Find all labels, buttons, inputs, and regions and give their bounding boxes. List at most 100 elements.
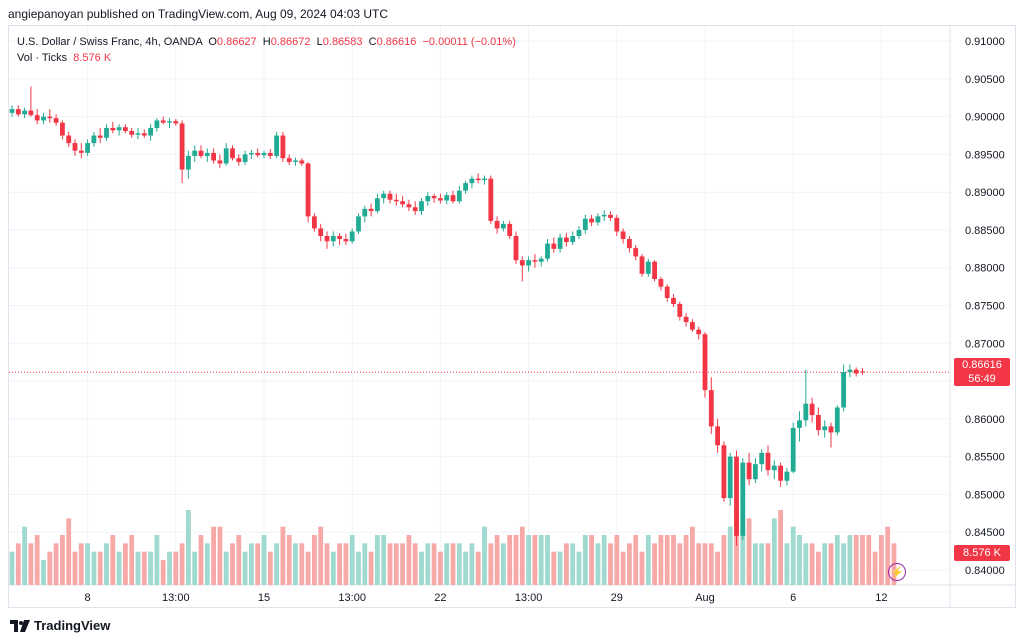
candle-body <box>192 150 198 156</box>
x-tick-label: Aug <box>695 592 715 604</box>
y-tick-label: 0.85500 <box>965 452 1005 464</box>
volume-bar <box>551 551 557 585</box>
volume-bar <box>866 535 872 585</box>
candle-body <box>349 231 355 242</box>
candle-body <box>595 216 601 223</box>
volume-bar <box>784 543 790 585</box>
volume-bar <box>66 518 72 585</box>
volume-bar <box>507 535 513 585</box>
candle-body <box>582 218 588 230</box>
candle-body <box>312 216 317 229</box>
volume-bar <box>217 526 223 585</box>
y-tick-label: 0.84500 <box>965 527 1005 539</box>
candle-body <box>734 456 739 536</box>
volume-bar <box>708 543 714 585</box>
volume-bar <box>78 543 84 585</box>
volume-bar <box>123 543 128 585</box>
y-tick-label: 0.87000 <box>965 338 1005 350</box>
candle-body <box>387 193 393 200</box>
candle-body <box>110 127 116 131</box>
candle-body <box>469 178 475 184</box>
candle-body <box>123 127 128 132</box>
candle-body <box>564 237 569 243</box>
candle-body <box>759 452 765 465</box>
volume-bar <box>463 551 468 585</box>
volume-bar <box>375 535 380 585</box>
volume-bar <box>154 535 160 585</box>
volume-bar <box>683 535 689 585</box>
bar-countdown: 56:49 <box>968 373 996 385</box>
candle-body <box>299 160 305 164</box>
close-value: 0.86616 <box>376 36 417 48</box>
candle-body <box>450 195 456 202</box>
candle-body <box>236 158 242 162</box>
close-label: C <box>368 36 377 48</box>
volume-bar <box>425 543 431 585</box>
candle-body <box>412 207 418 212</box>
volume-bar <box>639 551 645 585</box>
volume-bar <box>312 535 317 585</box>
volume-bar <box>173 551 179 585</box>
candle-body <box>173 121 179 124</box>
volume-bar <box>677 543 683 585</box>
volume-tag: 8.576 K <box>954 545 1010 561</box>
candle-body <box>425 195 431 202</box>
volume-bar <box>494 535 500 585</box>
candle-body <box>104 127 109 138</box>
volume-bar <box>167 551 172 585</box>
volume-bar <box>406 535 412 585</box>
candle-body <box>551 243 557 249</box>
candle-body <box>822 426 828 431</box>
volume-bar <box>104 543 109 585</box>
candle-body <box>154 120 160 128</box>
volume-bar <box>690 526 695 585</box>
y-tick-label: 0.90000 <box>965 112 1005 124</box>
volume-bar <box>557 551 563 585</box>
candle-body <box>488 178 494 221</box>
candle-body <box>217 160 223 164</box>
volume-bar <box>570 543 576 585</box>
volume-bar <box>47 551 53 585</box>
lightning-icon[interactable]: ⚡ <box>888 563 906 581</box>
candle-body <box>97 135 103 138</box>
tradingview-logo[interactable]: TradingView <box>10 618 110 633</box>
candle-body <box>78 150 84 153</box>
volume-bar <box>343 543 349 585</box>
candle-body <box>494 220 500 229</box>
volume-bar <box>727 526 733 585</box>
y-tick-label: 0.89500 <box>965 149 1005 161</box>
candle-body <box>60 122 65 136</box>
candle-body <box>198 150 204 156</box>
candle-body <box>463 183 468 191</box>
volume-bar <box>582 535 588 585</box>
candle-body <box>66 135 72 144</box>
tv-logo-icon <box>10 619 30 632</box>
candle-body <box>721 445 727 499</box>
x-tick-label: 8 <box>85 592 91 604</box>
volume-bar <box>822 543 828 585</box>
high-value: 0.86672 <box>270 36 311 48</box>
volume-bar <box>715 551 720 585</box>
candle-body <box>671 297 676 304</box>
high-label: H <box>262 36 271 48</box>
volume-bar <box>179 543 185 585</box>
volume-bar <box>274 543 279 585</box>
candle-body <box>740 462 746 536</box>
volume-bar <box>85 543 90 585</box>
volume-bar <box>746 518 752 585</box>
candle-body <box>9 109 15 113</box>
candle-body <box>746 462 752 480</box>
candle-body <box>608 214 613 218</box>
volume-bar <box>696 543 702 585</box>
candle-body <box>809 403 815 416</box>
candle-body <box>47 116 53 119</box>
low-label: L <box>316 36 323 48</box>
x-tick-label: 13:00 <box>338 592 366 604</box>
volume-bar <box>230 543 235 585</box>
volume-label[interactable]: Vol · Ticks <box>17 52 68 64</box>
symbol-title[interactable]: U.S. Dollar / Swiss Franc, 4h, OANDA <box>17 36 203 48</box>
candle-body <box>576 229 582 237</box>
candle-body <box>148 127 153 136</box>
volume-bar <box>778 510 783 585</box>
